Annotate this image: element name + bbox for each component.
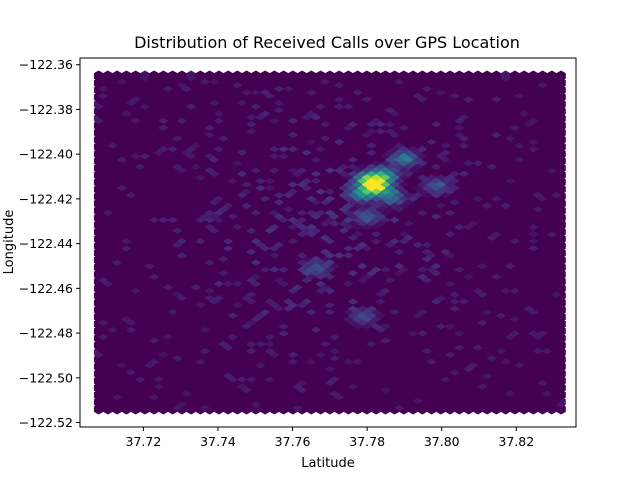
x-tick-label: 37.74 (200, 434, 236, 449)
y-tick-label: −122.36 (19, 57, 73, 72)
y-tick-label: −122.48 (19, 326, 73, 341)
y-tick-label: −122.50 (19, 370, 73, 385)
x-axis: 37.72 37.74 37.76 37.78 37.80 37.82 (126, 427, 534, 449)
y-axis: −122.36 −122.38 −122.40 −122.42 −122.44 −122.… (19, 57, 80, 430)
y-axis-label: Longitude (2, 210, 17, 275)
x-tick-label: 37.82 (498, 434, 534, 449)
hexbin-cells (93, 70, 566, 415)
x-axis-label: Latitude (301, 456, 355, 471)
x-tick-label: 37.72 (126, 434, 162, 449)
y-tick-label: −122.42 (19, 191, 73, 206)
x-tick-label: 37.78 (349, 434, 385, 449)
y-tick-label: −122.52 (19, 415, 73, 430)
y-tick-label: −122.44 (19, 236, 73, 251)
y-tick-label: −122.38 (19, 102, 73, 117)
x-tick-label: 37.76 (275, 434, 311, 449)
x-tick-label: 37.80 (424, 434, 460, 449)
y-tick-label: −122.46 (19, 281, 73, 296)
chart-title: Distribution of Received Calls over GPS … (134, 33, 520, 52)
y-tick-label: −122.40 (19, 147, 73, 162)
